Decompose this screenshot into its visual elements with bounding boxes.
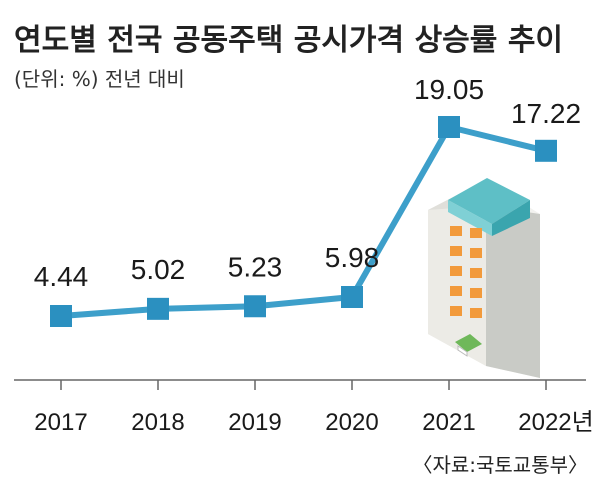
- x-tick-label: 2018: [131, 409, 184, 436]
- x-tick-label: 2017: [34, 409, 87, 436]
- data-label: 5.23: [228, 251, 283, 282]
- data-point-marker: [341, 286, 363, 308]
- data-label: 5.98: [325, 242, 380, 273]
- apartment-building-icon: [428, 178, 540, 378]
- data-label: 4.44: [34, 261, 89, 292]
- x-axis-ticks: 2017 2018 2019 2020 2021 2022년: [34, 380, 594, 436]
- data-series: 4.44 5.02 5.23 5.98 19.05 17.22: [34, 74, 581, 327]
- series-line: [60, 124, 547, 319]
- x-tick-label: 2019: [228, 409, 281, 436]
- data-label: 19.05: [414, 74, 484, 105]
- data-point-marker: [438, 116, 460, 138]
- chart-title: 연도별 전국 공동주택 공시가격 상승률 추이: [14, 23, 563, 58]
- x-tick-label: 2021: [422, 409, 475, 436]
- data-point-marker: [147, 297, 169, 320]
- data-label: 5.02: [131, 254, 186, 285]
- data-point-marker: [535, 139, 557, 162]
- x-tick-label: 2022년: [518, 409, 593, 436]
- data-point-marker: [244, 295, 266, 318]
- source-note: 〈자료:국토교통부〉: [412, 453, 588, 477]
- data-label: 17.22: [511, 98, 581, 129]
- chart-subtitle: (단위: %) 전년 대비: [14, 67, 185, 91]
- data-point-marker: [50, 305, 72, 327]
- x-tick-label: 2020: [325, 409, 378, 436]
